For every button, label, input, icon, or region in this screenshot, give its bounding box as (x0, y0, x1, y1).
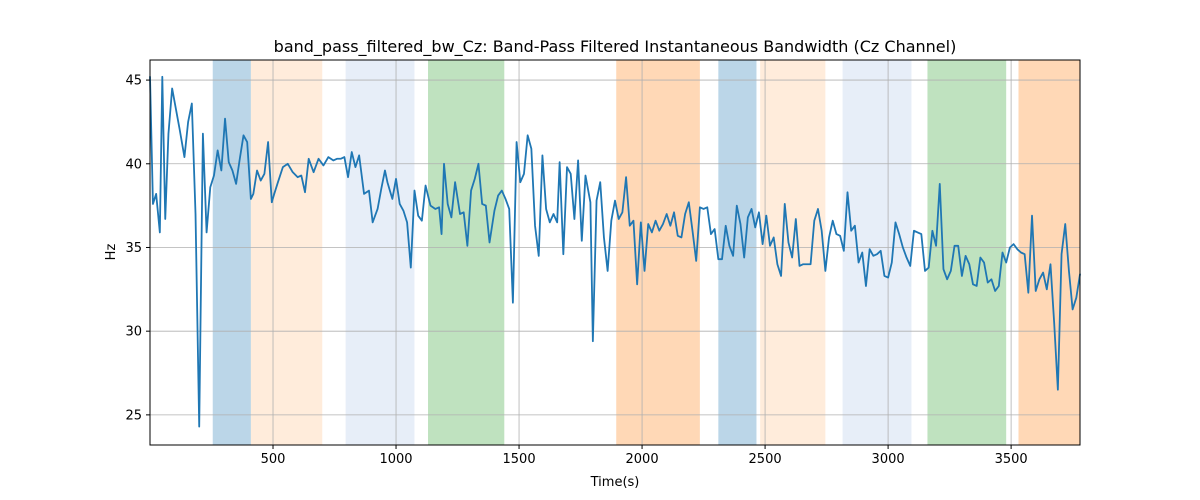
x-tick-label: 3000 (872, 452, 905, 467)
series-layer (149, 75, 1081, 428)
y-tick-label: 40 (125, 157, 142, 172)
highlight-band-8 (842, 60, 912, 445)
highlight-band-3 (345, 60, 415, 445)
y-tick-label: 30 (125, 325, 142, 340)
y-tick-label: 45 (125, 74, 142, 89)
x-tick-label: 500 (261, 452, 286, 467)
x-tick-label: 1000 (379, 452, 412, 467)
plot-frame (149, 59, 1081, 446)
x-axis-label: Time(s) (590, 475, 640, 490)
y-tick-label: 25 (125, 408, 142, 423)
axis-ticks: 500 1000 1500 2000 2500 3000 3500 25 30 35 40 45 (125, 74, 1027, 467)
x-tick-label: 2000 (626, 452, 659, 467)
highlight-band-1 (212, 60, 251, 445)
highlight-band-2 (250, 60, 323, 445)
y-axis-label: Hz (104, 244, 119, 261)
y-tick-label: 35 (125, 241, 142, 256)
x-tick-label: 1500 (503, 452, 536, 467)
x-tick-label: 2500 (749, 452, 782, 467)
highlight-band-10 (1018, 60, 1080, 445)
grid-lines (150, 60, 1080, 445)
highlight-bands (212, 60, 1080, 445)
series-line-1 (149, 75, 1081, 428)
chart-title: band_pass_filtered_bw_Cz: Band-Pass Filt… (274, 37, 957, 57)
highlight-band-9 (927, 60, 1007, 445)
highlight-band-4 (428, 60, 505, 445)
x-tick-label: 3500 (995, 452, 1028, 467)
highlight-band-5 (616, 60, 700, 445)
highlight-band-6 (718, 60, 757, 445)
